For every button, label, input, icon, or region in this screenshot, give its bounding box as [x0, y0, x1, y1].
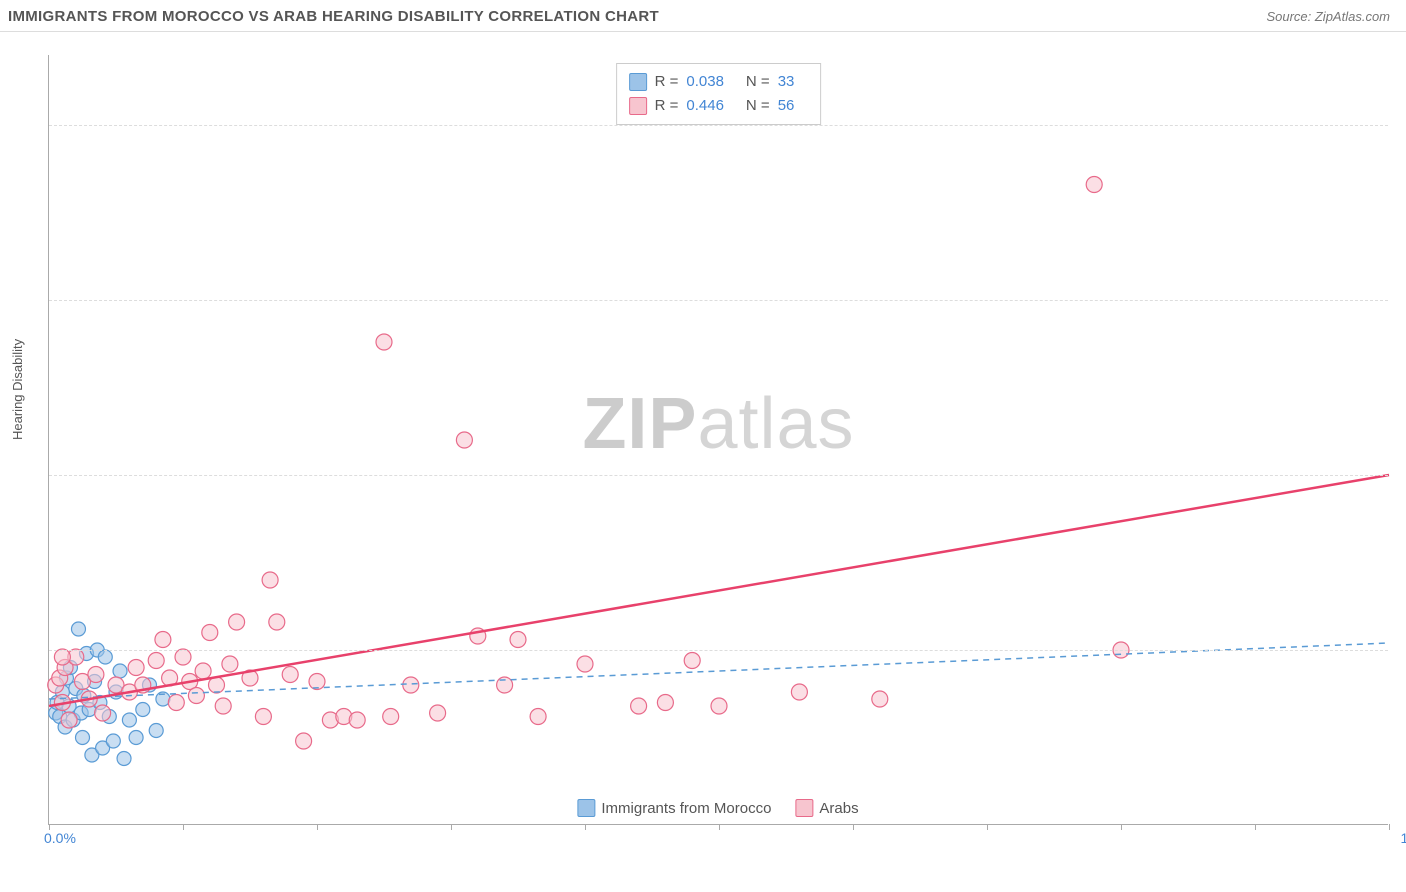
- data-point: [229, 614, 245, 630]
- stats-legend: R = 0.038 N = 33 R = 0.446 N = 56: [616, 63, 822, 125]
- series-legend-label: Arabs: [819, 800, 858, 817]
- x-tick: [585, 824, 586, 830]
- gridline: [49, 650, 1388, 651]
- data-point: [209, 677, 225, 693]
- y-axis-label: Hearing Disability: [10, 339, 25, 440]
- x-tick: [853, 824, 854, 830]
- trend-line: [49, 475, 1389, 706]
- data-point: [88, 667, 104, 683]
- data-point: [117, 752, 131, 766]
- legend-swatch: [629, 97, 647, 115]
- data-point: [215, 698, 231, 714]
- r-label: R =: [655, 94, 679, 118]
- data-point: [269, 614, 285, 630]
- x-min-label: 0.0%: [44, 830, 76, 846]
- data-point: [188, 688, 204, 704]
- gridline: [49, 475, 1388, 476]
- header: IMMIGRANTS FROM MOROCCO VS ARAB HEARING …: [0, 0, 1406, 32]
- n-value: 33: [778, 70, 795, 94]
- series-legend-item: Arabs: [795, 799, 858, 817]
- n-label: N =: [746, 94, 770, 118]
- chart-area: ZIPatlas 5.0%10.0%15.0%20.0% 0.0% 100.0%…: [48, 55, 1388, 825]
- series-legend: Immigrants from Morocco Arabs: [577, 799, 858, 817]
- data-point: [71, 622, 85, 636]
- data-point: [168, 695, 184, 711]
- gridline: [49, 125, 1388, 126]
- data-point: [282, 667, 298, 683]
- data-point: [530, 709, 546, 725]
- data-point: [222, 656, 238, 672]
- data-point: [202, 625, 218, 641]
- data-point: [149, 724, 163, 738]
- y-tick-label: 20.0%: [1393, 117, 1406, 133]
- x-tick: [987, 824, 988, 830]
- chart-title: IMMIGRANTS FROM MOROCCO VS ARAB HEARING …: [8, 8, 659, 25]
- r-label: R =: [655, 70, 679, 94]
- y-tick-label: 5.0%: [1393, 642, 1406, 658]
- n-value: 56: [778, 94, 795, 118]
- y-tick-label: 15.0%: [1393, 292, 1406, 308]
- source-label: Source: ZipAtlas.com: [1266, 9, 1390, 24]
- data-point: [577, 656, 593, 672]
- data-point: [376, 334, 392, 350]
- legend-swatch: [629, 73, 647, 91]
- scatter-svg: [49, 55, 1389, 825]
- data-point: [155, 632, 171, 648]
- data-point: [61, 712, 77, 728]
- y-tick-label: 10.0%: [1393, 467, 1406, 483]
- data-point: [510, 632, 526, 648]
- data-point: [106, 734, 120, 748]
- data-point: [631, 698, 647, 714]
- data-point: [113, 664, 127, 678]
- data-point: [657, 695, 673, 711]
- data-point: [1086, 177, 1102, 193]
- series-legend-label: Immigrants from Morocco: [601, 800, 771, 817]
- x-tick: [451, 824, 452, 830]
- data-point: [129, 731, 143, 745]
- data-point: [296, 733, 312, 749]
- plot: ZIPatlas 5.0%10.0%15.0%20.0% 0.0% 100.0%…: [48, 55, 1388, 825]
- data-point: [148, 653, 164, 669]
- stats-legend-row: R = 0.446 N = 56: [629, 94, 809, 118]
- data-point: [262, 572, 278, 588]
- data-point: [54, 649, 70, 665]
- series-legend-item: Immigrants from Morocco: [577, 799, 771, 817]
- x-tick: [317, 824, 318, 830]
- r-value: 0.038: [686, 70, 724, 94]
- data-point: [122, 713, 136, 727]
- data-point: [98, 650, 112, 664]
- x-tick: [1389, 824, 1390, 830]
- r-value: 0.446: [686, 94, 724, 118]
- data-point: [711, 698, 727, 714]
- gridline: [49, 300, 1388, 301]
- data-point: [95, 705, 111, 721]
- x-tick: [719, 824, 720, 830]
- data-point: [175, 649, 191, 665]
- stats-legend-row: R = 0.038 N = 33: [629, 70, 809, 94]
- data-point: [255, 709, 271, 725]
- data-point: [684, 653, 700, 669]
- data-point: [872, 691, 888, 707]
- data-point: [349, 712, 365, 728]
- data-point: [136, 703, 150, 717]
- data-point: [430, 705, 446, 721]
- data-point: [383, 709, 399, 725]
- data-point: [76, 731, 90, 745]
- legend-swatch: [577, 799, 595, 817]
- data-point: [128, 660, 144, 676]
- n-label: N =: [746, 70, 770, 94]
- legend-swatch: [795, 799, 813, 817]
- x-tick: [183, 824, 184, 830]
- x-max-label: 100.0%: [1401, 830, 1406, 846]
- x-tick: [1121, 824, 1122, 830]
- data-point: [791, 684, 807, 700]
- data-point: [403, 677, 419, 693]
- x-tick: [1255, 824, 1256, 830]
- data-point: [456, 432, 472, 448]
- data-point: [195, 663, 211, 679]
